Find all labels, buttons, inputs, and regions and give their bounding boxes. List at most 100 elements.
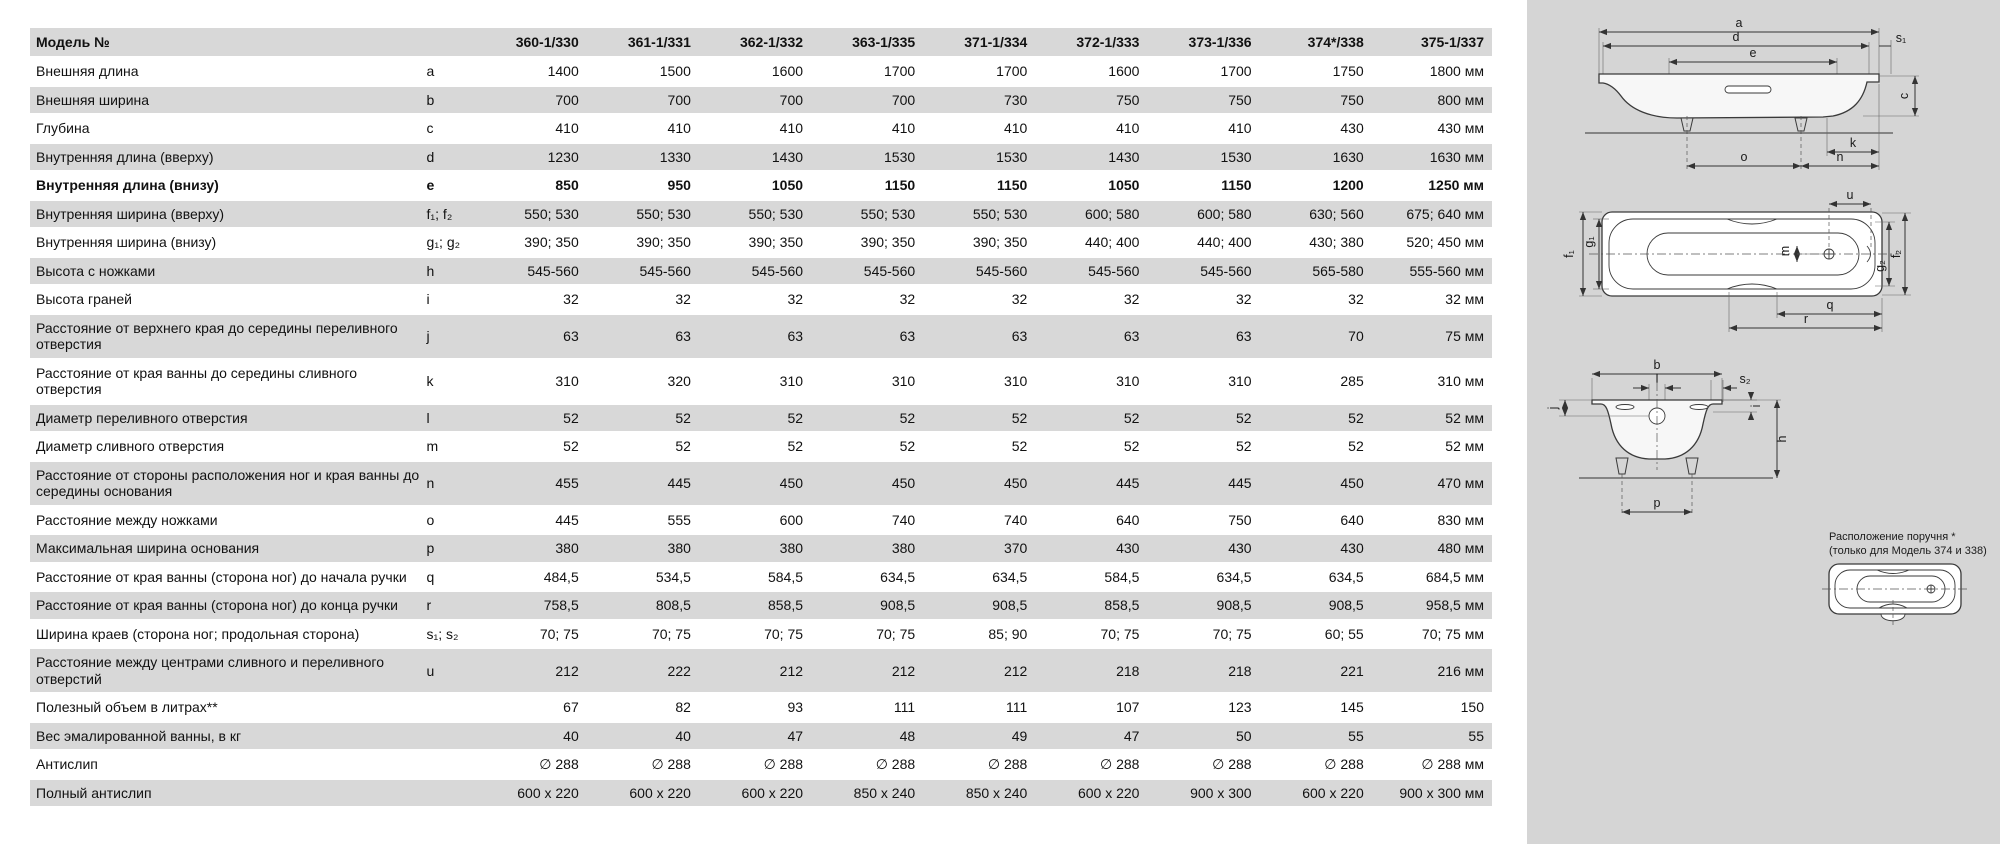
value-cell: 370 bbox=[931, 534, 1044, 564]
dimension-letter: s₁; s₂ bbox=[426, 619, 483, 650]
value-cell: 32 bbox=[594, 285, 707, 315]
dimension-letter: o bbox=[426, 505, 483, 536]
value-cell: 52 bbox=[1267, 403, 1380, 434]
dim-label-u: u bbox=[1847, 188, 1854, 202]
spec-row: Расстояние от края ванны (сторона ног) д… bbox=[30, 562, 1492, 593]
value-cell: 52 bbox=[1043, 403, 1156, 434]
value-cell: ∅ 288 bbox=[482, 750, 595, 780]
value-cell: 285 bbox=[1267, 358, 1380, 405]
value-cell: 750 bbox=[1155, 85, 1268, 116]
row-label: Диаметр переливного отверстия bbox=[30, 403, 427, 434]
value-cell: 380 bbox=[706, 534, 820, 564]
spec-row: Высота с ножками h 545-560 545-560 545-560 54… bbox=[30, 256, 1492, 287]
value-cell: 390; 350 bbox=[931, 228, 1044, 258]
value-cell: 545-560 bbox=[819, 256, 932, 287]
value-cell: 52 bbox=[706, 403, 820, 434]
dim-label-i: i bbox=[1749, 405, 1763, 408]
spec-row: Ширина краев (сторона ног; продольная ст… bbox=[30, 619, 1492, 650]
top-view: u f₁ g₁ g₂ f₂ bbox=[1562, 188, 1911, 332]
dim-label-g2: g₂ bbox=[1873, 260, 1887, 272]
value-cell: 1700 bbox=[1155, 57, 1268, 87]
value-cell: 75 мм bbox=[1379, 313, 1492, 360]
value-cell: 534,5 bbox=[594, 562, 707, 593]
dim-label-g1: g₁ bbox=[1582, 236, 1596, 247]
value-cell: 950 bbox=[594, 171, 707, 201]
value-cell: 430; 380 bbox=[1267, 228, 1380, 258]
row-label: Расстояние от стороны расположения ног и… bbox=[30, 460, 427, 507]
dim-label-m: m bbox=[1778, 246, 1792, 256]
value-cell: 111 bbox=[819, 693, 932, 723]
row-label: Максимальная ширина основания bbox=[30, 534, 427, 564]
value-cell: 600 bbox=[706, 505, 820, 536]
value-cell: 145 bbox=[1267, 693, 1380, 723]
model-column-header: 375-1/337 bbox=[1379, 28, 1492, 58]
value-cell: ∅ 288 bbox=[706, 750, 820, 780]
value-cell: 70; 75 bbox=[706, 619, 820, 650]
value-cell: 32 bbox=[931, 285, 1044, 315]
value-cell: 410 bbox=[931, 114, 1044, 144]
value-cell: 600 x 220 bbox=[1267, 778, 1380, 809]
dimension-letter: m bbox=[426, 432, 483, 462]
value-cell: 600; 580 bbox=[1155, 199, 1268, 230]
model-column-header: 374*/338 bbox=[1267, 28, 1380, 58]
dimension-letter: h bbox=[426, 256, 483, 287]
dim-label-k: k bbox=[1850, 136, 1857, 150]
spec-row: Внешняя ширина b 700 700 700 700 730 750 750 750 8… bbox=[30, 85, 1492, 116]
value-cell: 630; 560 bbox=[1267, 199, 1380, 230]
value-cell: 32 bbox=[819, 285, 932, 315]
value-cell: 1530 bbox=[1155, 142, 1268, 173]
value-cell: 640 bbox=[1043, 505, 1156, 536]
value-cell: 410 bbox=[706, 114, 820, 144]
value-cell: 32 bbox=[1267, 285, 1380, 315]
value-cell: 218 bbox=[1155, 648, 1268, 695]
value-cell: 32 bbox=[482, 285, 595, 315]
value-cell: 1430 bbox=[1043, 142, 1156, 173]
spec-table-container: Модель № 360-1/330 361-1/331 362-1/332 363-1… bbox=[30, 28, 1492, 809]
value-cell: 70; 75 bbox=[1043, 619, 1156, 650]
value-cell: 430 bbox=[1267, 114, 1380, 144]
value-cell: 47 bbox=[706, 721, 820, 752]
value-cell: 730 bbox=[931, 85, 1044, 116]
value-cell: 63 bbox=[1155, 313, 1268, 360]
handle-note-line1: Расположение поручня * bbox=[1829, 531, 1956, 543]
value-cell: 52 bbox=[482, 403, 595, 434]
value-cell: 1630 bbox=[1267, 142, 1380, 173]
dimension-letter: p bbox=[426, 534, 483, 564]
value-cell: 858,5 bbox=[1043, 591, 1156, 621]
value-cell: 216 мм bbox=[1379, 648, 1492, 695]
value-cell: 310 bbox=[482, 358, 595, 405]
dim-label-d: d bbox=[1733, 30, 1740, 44]
model-header-row: Модель № 360-1/330 361-1/331 362-1/332 363-1… bbox=[30, 28, 1492, 58]
value-cell: 858,5 bbox=[706, 591, 820, 621]
value-cell: 52 bbox=[819, 432, 932, 462]
value-cell: ∅ 288 bbox=[931, 750, 1044, 780]
value-cell: 545-560 bbox=[706, 256, 820, 287]
value-cell: 430 мм bbox=[1379, 114, 1492, 144]
handle-note-line2: (только для Модель 374 и 338) bbox=[1829, 545, 1987, 557]
value-cell: 600 x 220 bbox=[482, 778, 595, 809]
spec-row: Антислип ∅ 288 ∅ 288 ∅ 288 ∅ 288 ∅ 288 ∅ 288 ∅ … bbox=[30, 750, 1492, 780]
value-cell: 758,5 bbox=[482, 591, 595, 621]
value-cell: 390; 350 bbox=[819, 228, 932, 258]
spec-row: Внутренняя ширина (внизу) g₁; g₂ 390; 350 3… bbox=[30, 228, 1492, 258]
spec-row: Высота граней i 32 32 32 32 32 32 32 32 32 мм bbox=[30, 285, 1492, 315]
value-cell: 60; 55 bbox=[1267, 619, 1380, 650]
spec-row: Диаметр сливного отверстия m 52 52 52 52 52 52 5… bbox=[30, 432, 1492, 462]
value-cell: 908,5 bbox=[1267, 591, 1380, 621]
dimension-letter: b bbox=[426, 85, 483, 116]
value-cell: 390; 350 bbox=[482, 228, 595, 258]
value-cell: 520; 450 мм bbox=[1379, 228, 1492, 258]
value-cell: 470 мм bbox=[1379, 460, 1492, 507]
value-cell: 310 bbox=[819, 358, 932, 405]
value-cell: 430 bbox=[1267, 534, 1380, 564]
value-cell: 67 bbox=[482, 693, 595, 723]
dimension-letter: r bbox=[426, 591, 483, 621]
value-cell: 1150 bbox=[1155, 171, 1268, 201]
value-cell: 310 bbox=[706, 358, 820, 405]
spec-row: Полезный объем в литрах** 67 82 93 111 111 107… bbox=[30, 693, 1492, 723]
value-cell: 63 bbox=[706, 313, 820, 360]
value-cell: 700 bbox=[594, 85, 707, 116]
value-cell: 222 bbox=[594, 648, 707, 695]
value-cell: 310 bbox=[1043, 358, 1156, 405]
dim-label-j: j bbox=[1546, 407, 1560, 411]
